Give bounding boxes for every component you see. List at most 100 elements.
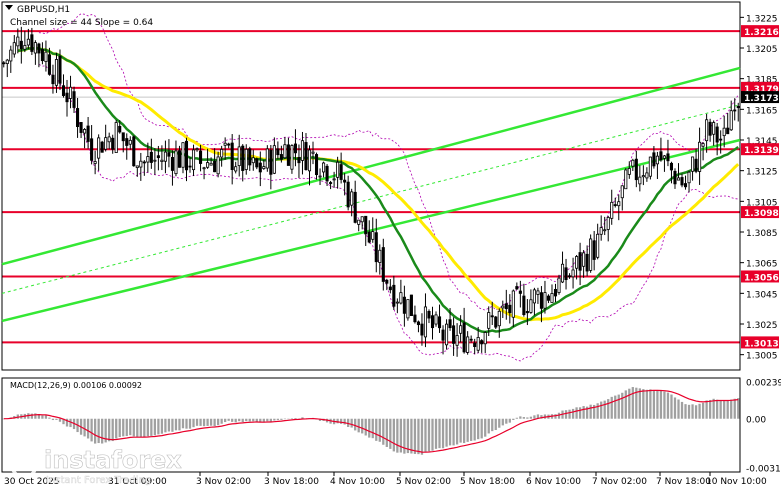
macd-bar <box>505 418 508 424</box>
candle-body <box>399 292 403 304</box>
candle-body <box>364 215 368 235</box>
macd-bar <box>445 418 448 447</box>
macd-bar <box>178 418 181 431</box>
macd-bar <box>621 392 624 419</box>
x-tick-label: 5 Nov 02:00 <box>396 477 451 487</box>
macd-bar <box>276 418 280 420</box>
bollinger-lower <box>38 64 739 362</box>
candle-body <box>297 156 301 164</box>
macd-bar <box>343 418 346 425</box>
candle-body <box>9 49 13 62</box>
macd-bar <box>90 418 93 442</box>
candle-body <box>121 132 125 142</box>
candle-body <box>293 143 297 154</box>
candle-body <box>167 152 171 157</box>
macd-bar <box>368 418 371 438</box>
macd-bar <box>209 418 213 426</box>
macd-bar <box>652 390 656 419</box>
candle-body <box>209 162 213 166</box>
macd-bar <box>262 418 265 423</box>
macd-bar <box>266 418 269 422</box>
symbol-label: GBPUSD,H1 <box>17 5 70 15</box>
macd-bar <box>171 418 174 432</box>
candle-body <box>494 316 498 328</box>
macd-bar <box>564 410 568 419</box>
candle-body <box>72 91 76 108</box>
macd-bar <box>526 417 529 419</box>
macd-bar <box>58 418 62 422</box>
candle-body <box>691 156 695 172</box>
candle-body <box>191 149 196 171</box>
macd-bar <box>733 398 736 419</box>
macd-bar <box>188 418 192 429</box>
bollinger-upper <box>38 13 739 311</box>
x-tick-label: 10 Nov 10:00 <box>706 477 767 487</box>
macd-bar <box>694 405 698 419</box>
macd-bar <box>129 418 132 436</box>
candle-body <box>241 145 245 171</box>
candle-body <box>100 141 104 153</box>
macd-bar <box>585 406 589 419</box>
macd-bar <box>649 389 652 419</box>
candle-body <box>262 166 266 169</box>
candle-body <box>332 178 336 181</box>
macd-bar <box>719 400 722 419</box>
macd-bar <box>684 404 687 419</box>
macd-bar <box>62 418 65 425</box>
candle-body <box>557 277 561 293</box>
macd-bar <box>136 418 139 438</box>
candle-body <box>223 142 227 146</box>
candle-body <box>694 158 698 172</box>
level-label: 1.3179 <box>744 85 779 95</box>
price-tick-label: 1.3045 <box>746 290 778 300</box>
macd-bar <box>164 418 167 433</box>
macd-bar <box>716 399 719 419</box>
macd-bar <box>410 418 413 454</box>
watermark-tagline: Instant Forex Trading <box>46 475 151 486</box>
macd-bar <box>638 388 641 419</box>
macd-bar <box>593 404 596 419</box>
macd-bar <box>578 407 582 419</box>
candle-body <box>726 127 730 135</box>
candle-body <box>58 55 62 84</box>
candle-body <box>385 279 389 284</box>
macd-bar <box>227 418 230 421</box>
macd-bar <box>730 399 733 419</box>
macd-bar <box>290 418 294 419</box>
candle-body <box>529 299 533 313</box>
candle-body <box>177 150 182 168</box>
candle-body <box>546 295 551 301</box>
macd-bar <box>108 418 111 442</box>
macd-bar <box>491 418 494 432</box>
macd-bar <box>596 403 599 419</box>
candle-body <box>279 154 283 160</box>
candle-body <box>307 149 312 172</box>
macd-bar <box>519 416 522 419</box>
candle-body <box>420 323 424 336</box>
level-badge <box>741 143 779 156</box>
candle-body <box>659 151 663 161</box>
candle-body <box>300 140 305 161</box>
candle-body <box>79 122 83 133</box>
macd-bar <box>157 418 160 435</box>
level-label: 1.3216 <box>744 28 779 38</box>
candle-body <box>188 165 192 168</box>
macd-bar <box>86 418 90 439</box>
candle-body <box>596 233 600 258</box>
macd-bar <box>350 418 353 428</box>
macd-bar <box>484 418 487 437</box>
candle-body <box>371 231 375 240</box>
candle-body <box>19 40 23 50</box>
macd-bar <box>104 418 107 443</box>
macd-bar <box>698 403 701 419</box>
macd-bar <box>30 413 34 419</box>
macd-bar <box>167 418 171 432</box>
channel-lower-line <box>1 138 741 323</box>
candle-body <box>251 157 255 164</box>
candle-body <box>104 137 108 150</box>
macd-bar <box>737 398 740 419</box>
candle-body <box>589 238 593 271</box>
candle-body <box>184 140 189 171</box>
candle-body <box>427 310 431 319</box>
candle-body <box>174 150 178 175</box>
